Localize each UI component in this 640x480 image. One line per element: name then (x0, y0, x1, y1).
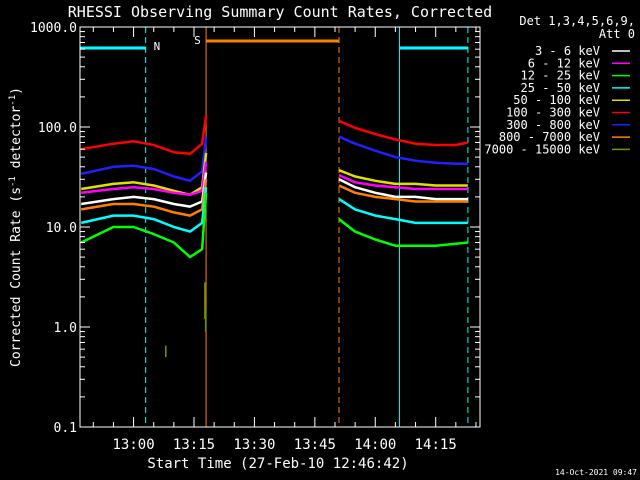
series-layer (80, 115, 469, 358)
series-6-segment-0 (80, 187, 208, 233)
legend-header-line-1: Det 1,3,4,5,6,9, (519, 14, 635, 28)
series-4-segment-1 (338, 178, 468, 201)
legend-entry-label: 3 - 6 keV (535, 44, 600, 58)
series-7-segment-1 (338, 218, 469, 247)
series-0-segment-1 (338, 119, 469, 147)
x-tick-label: 14:00 (354, 437, 396, 453)
y-tick-label: 1.0 (54, 321, 77, 336)
y-tick-label: 100.0 (38, 121, 77, 136)
series-2-segment-0 (81, 152, 208, 197)
legend-entry-label: 7000 - 15000 keV (484, 142, 600, 156)
series-7-segment-0 (80, 192, 208, 259)
series-3-segment-0 (81, 161, 208, 197)
legend-header-line-2: Att 0 (599, 27, 635, 41)
y-tick-label: 10.0 (46, 221, 77, 236)
series-5-segment-1 (338, 184, 468, 203)
legend-entry-label: 100 - 300 keV (506, 106, 600, 120)
legend-entry-label: 6 - 12 keV (528, 56, 600, 70)
series-1-segment-0 (80, 136, 208, 183)
y-axis-label: Corrected Count Rate (s-1 detector-1) (8, 87, 24, 367)
series-1-segment-1 (338, 135, 468, 165)
series-5-segment-0 (80, 179, 208, 217)
legend-entry-label: 800 - 7000 keV (499, 130, 600, 144)
y-axis: 0.1 1.0 10.0 100.0 1000.0 (30, 21, 480, 436)
series-2-segment-1 (338, 169, 468, 187)
legend-entry-label: 300 - 800 keV (506, 118, 600, 132)
flag-saa-label: S (194, 34, 201, 47)
x-tick-label: 13:45 (294, 437, 336, 453)
y-tick-label: 1000.0 (30, 21, 77, 36)
x-tick-label: 13:00 (112, 437, 154, 453)
series-6-segment-1 (338, 198, 468, 225)
x-tick-label: 14:15 (415, 437, 457, 453)
x-axis: 13:00 13:15 13:30 13:45 14:00 14:15 (92, 27, 477, 453)
legend-entry-label: 50 - 100 keV (513, 93, 600, 107)
x-tick-label: 13:30 (233, 437, 275, 453)
chart-title: RHESSI Observing Summary Count Rates, Co… (68, 3, 492, 21)
legend-entry-label: 25 - 50 keV (521, 81, 600, 95)
generation-timestamp: 14-Oct-2021 09:47 (555, 468, 637, 477)
series-3-segment-1 (338, 173, 468, 191)
x-tick-label: 13:15 (173, 437, 215, 453)
x-axis-label: Start Time (27-Feb-10 12:46:42) (147, 456, 408, 472)
flag-night-label: N (154, 40, 161, 53)
series-4-segment-0 (81, 172, 208, 208)
y-tick-label: 0.1 (54, 421, 77, 436)
legend-entry-label: 12 - 25 keV (521, 69, 600, 83)
series-0-segment-0 (80, 115, 208, 156)
